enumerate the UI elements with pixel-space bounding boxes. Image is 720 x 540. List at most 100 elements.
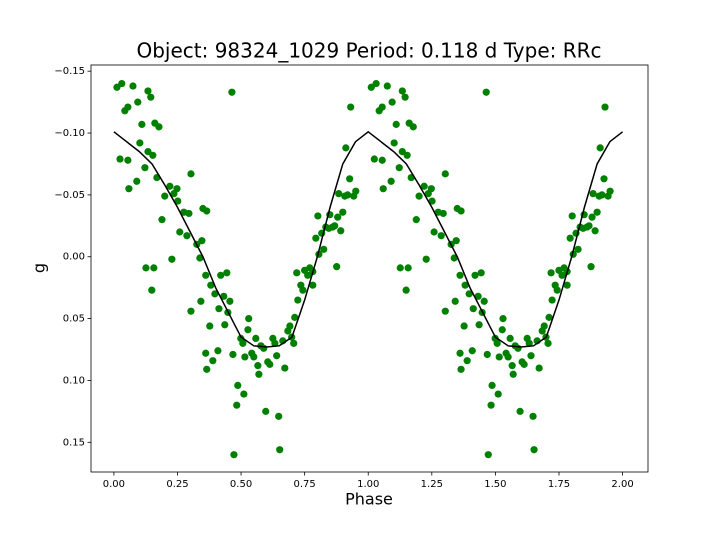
data-point	[509, 370, 517, 378]
data-point	[244, 326, 252, 334]
data-point	[412, 216, 420, 224]
data-point	[596, 144, 604, 152]
data-point	[450, 254, 458, 262]
data-point	[286, 322, 294, 330]
data-point	[441, 170, 449, 178]
x-tick-label: 1.75	[548, 479, 570, 490]
data-point	[299, 286, 307, 294]
data-point	[475, 321, 483, 329]
data-point	[241, 353, 249, 361]
data-point	[221, 321, 229, 329]
data-point	[185, 209, 193, 218]
data-point	[147, 93, 155, 101]
data-point	[347, 103, 355, 111]
data-point	[506, 334, 514, 342]
data-point	[465, 290, 473, 298]
data-point	[155, 123, 163, 131]
data-point	[275, 412, 283, 420]
x-tick-label: 2.00	[611, 479, 633, 490]
data-point	[133, 177, 141, 185]
data-point	[396, 264, 404, 272]
data-point	[378, 103, 386, 111]
data-point	[488, 381, 496, 390]
data-point	[342, 144, 350, 152]
data-point	[187, 307, 195, 315]
data-point	[591, 227, 599, 235]
data-point	[463, 357, 471, 365]
data-point	[553, 286, 561, 294]
data-point	[294, 296, 302, 304]
data-point	[409, 123, 417, 131]
data-point	[427, 185, 435, 193]
data-point	[589, 190, 597, 198]
x-tick-label: 0.25	[166, 479, 188, 490]
data-point	[480, 297, 488, 305]
data-point	[250, 353, 258, 361]
data-point	[229, 350, 237, 359]
x-tick-label: 0.75	[294, 479, 316, 490]
data-point	[233, 401, 241, 409]
data-point	[477, 269, 485, 277]
data-point	[529, 412, 537, 420]
data-point	[129, 82, 137, 90]
data-point	[520, 360, 528, 368]
data-point	[148, 286, 156, 294]
data-point	[483, 350, 491, 359]
data-point	[484, 451, 492, 459]
data-point	[452, 237, 460, 245]
data-point	[585, 222, 593, 230]
y-tick-label: −0.10	[54, 128, 85, 139]
data-point	[352, 187, 360, 195]
data-point	[334, 213, 342, 221]
data-point	[149, 151, 157, 159]
data-point	[337, 227, 345, 235]
data-point	[468, 347, 476, 355]
data-point	[535, 364, 543, 372]
data-point	[339, 208, 347, 216]
data-point	[516, 407, 524, 415]
data-point	[124, 156, 132, 164]
data-point	[197, 297, 205, 305]
data-point	[493, 339, 501, 347]
data-point	[281, 364, 289, 372]
data-point	[588, 213, 596, 221]
data-point	[217, 271, 225, 279]
data-point	[176, 228, 184, 236]
data-point	[390, 139, 398, 147]
data-point	[220, 292, 228, 300]
data-point	[514, 344, 522, 352]
x-axis-label: Phase	[345, 490, 393, 509]
data-point	[240, 390, 248, 398]
data-point	[203, 365, 211, 373]
data-point	[430, 228, 438, 236]
plot-frame	[90, 64, 649, 473]
data-point	[457, 365, 465, 373]
x-tick-label: 1.25	[421, 479, 443, 490]
data-point	[260, 344, 268, 352]
data-point	[134, 98, 142, 106]
data-point	[494, 390, 502, 398]
data-point	[230, 451, 238, 459]
x-tick-label: 1.50	[484, 479, 506, 490]
data-point	[482, 88, 490, 96]
data-point	[125, 185, 133, 193]
data-point	[346, 175, 354, 183]
data-point	[495, 353, 503, 361]
data-point	[383, 82, 391, 90]
data-point	[266, 360, 274, 368]
data-point	[563, 281, 571, 289]
data-point	[525, 339, 533, 347]
data-point	[540, 322, 548, 330]
data-point	[344, 191, 352, 199]
data-point	[161, 192, 169, 200]
data-point	[428, 197, 436, 205]
data-point	[530, 446, 538, 454]
data-point	[527, 352, 535, 360]
data-point	[198, 237, 206, 245]
data-point	[378, 156, 386, 164]
data-point	[168, 255, 176, 263]
data-point	[388, 98, 396, 106]
data-point	[558, 271, 566, 279]
data-point	[461, 281, 469, 289]
